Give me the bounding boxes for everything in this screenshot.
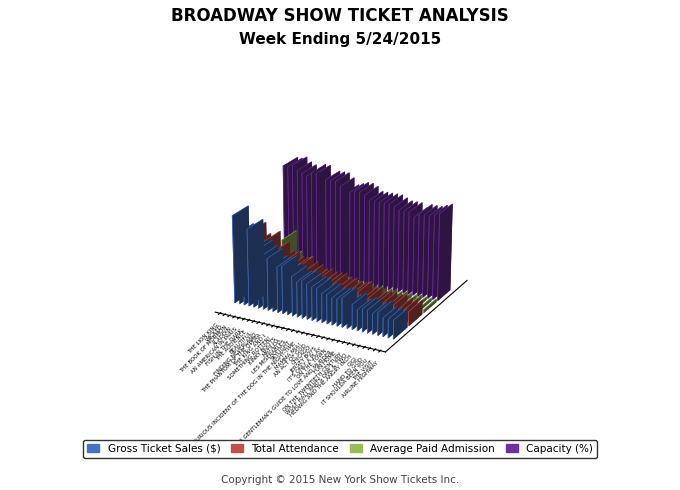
Legend: Gross Ticket Sales ($), Total Attendance, Average Paid Admission, Capacity (%): Gross Ticket Sales ($), Total Attendance… [82, 440, 598, 458]
Text: Copyright © 2015 New York Show Tickets Inc.: Copyright © 2015 New York Show Tickets I… [221, 475, 459, 485]
Text: Week Ending 5/24/2015: Week Ending 5/24/2015 [239, 32, 441, 47]
Text: BROADWAY SHOW TICKET ANALYSIS: BROADWAY SHOW TICKET ANALYSIS [171, 7, 509, 25]
